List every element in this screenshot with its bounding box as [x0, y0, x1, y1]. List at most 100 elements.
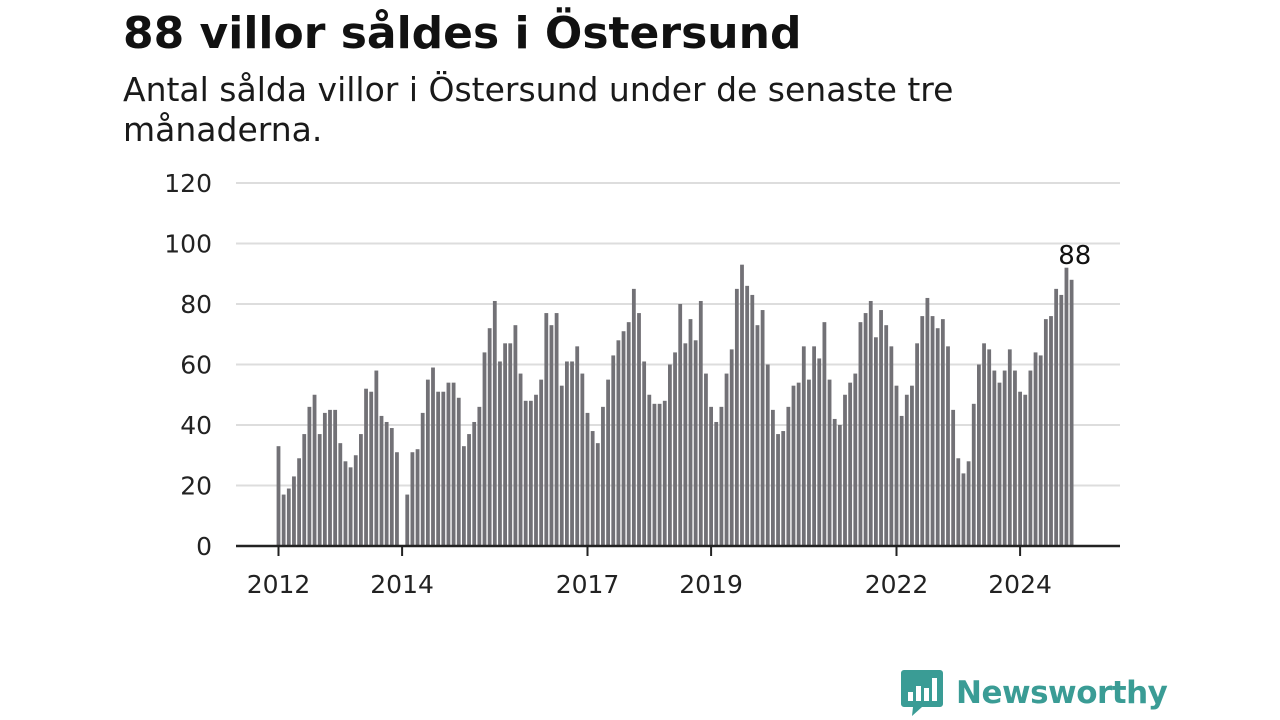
bar: [956, 458, 961, 546]
bar: [853, 373, 858, 546]
bar: [518, 373, 523, 546]
bar: [946, 346, 950, 546]
bar: [637, 313, 641, 546]
bar: [446, 382, 451, 546]
bar: [297, 458, 301, 546]
bar: [420, 412, 425, 546]
bar: [575, 346, 580, 546]
bar: [899, 415, 904, 546]
y-tick-label: 100: [164, 230, 212, 259]
bar: [410, 452, 415, 546]
bar: [920, 316, 925, 546]
bar: [451, 382, 456, 546]
bar: [348, 467, 353, 546]
bar: [286, 488, 291, 546]
bar: [364, 388, 368, 546]
bar: [647, 394, 652, 546]
bar: [688, 319, 693, 546]
bar: [595, 443, 600, 546]
x-tick-label: 2012: [247, 570, 311, 599]
bar: [482, 352, 487, 546]
bar: [544, 313, 549, 546]
bar: [771, 409, 775, 546]
bar: [889, 346, 894, 546]
bar: [523, 400, 528, 546]
bar: [714, 421, 719, 546]
bar: [307, 406, 312, 546]
bar: [796, 382, 801, 546]
bar: [884, 325, 889, 546]
bar: [904, 394, 909, 546]
bar: [879, 310, 883, 546]
y-tick-label: 0: [196, 532, 212, 561]
bar: [755, 325, 760, 546]
bar: [559, 385, 564, 546]
brand-name: Newsworthy: [956, 675, 1168, 711]
bar: [487, 328, 492, 546]
bar: [827, 379, 832, 546]
bar: [292, 476, 296, 546]
bar: [534, 394, 538, 546]
bar: [1054, 288, 1059, 546]
bar: [843, 394, 847, 546]
bar: [389, 428, 394, 546]
bar: [513, 325, 518, 546]
bar: [987, 349, 992, 546]
bar: [1064, 267, 1069, 546]
y-tick-label: 80: [180, 290, 212, 319]
newsworthy-logo-icon: [901, 670, 943, 716]
bar: [693, 340, 698, 546]
highlight-value-label: 88: [1058, 241, 1091, 271]
bar: [616, 340, 621, 546]
bar: [549, 325, 554, 546]
bar: [1023, 394, 1028, 546]
bar: [1038, 355, 1043, 546]
bar: [539, 379, 544, 546]
bar: [498, 361, 502, 546]
bar: [276, 446, 281, 546]
x-tick-label: 2014: [370, 570, 434, 599]
y-tick-label: 40: [180, 411, 212, 440]
bar: [379, 415, 384, 546]
bar: [992, 370, 997, 546]
bar: [425, 379, 430, 546]
bar: [477, 406, 482, 546]
bar: [312, 394, 317, 546]
bar: [626, 322, 631, 546]
bar: [462, 446, 466, 546]
bar: [734, 288, 739, 546]
bar: [405, 494, 410, 546]
bar: [585, 412, 590, 546]
bar: [966, 461, 971, 546]
bar: [858, 322, 863, 546]
chart-subtitle: Antal sålda villor i Östersund under de …: [123, 70, 954, 149]
bar: [760, 310, 765, 546]
bar: [930, 316, 935, 546]
bar: [441, 391, 446, 546]
bar: [1013, 370, 1017, 546]
bar: [606, 379, 610, 546]
bar: [338, 443, 343, 546]
bar: [1007, 349, 1012, 546]
bar: [709, 406, 713, 546]
chart-title: 88 villor såldes i Östersund: [123, 8, 802, 59]
bar: [554, 313, 559, 546]
bar: [683, 343, 688, 546]
bar: [874, 337, 878, 546]
bar: [791, 385, 796, 546]
bar: [750, 294, 755, 546]
bar: [333, 409, 338, 546]
bar: [657, 403, 662, 546]
bar: [508, 343, 513, 546]
bar: [765, 364, 770, 546]
bar: [415, 449, 420, 546]
bar-chart: 0 20 40 60 80 100 120 88 2012 2014 2017 2019 2022 202…: [164, 169, 1120, 599]
bar: [570, 361, 574, 546]
bar: [935, 328, 940, 546]
bar: [1002, 370, 1007, 546]
bar: [359, 434, 363, 546]
brand: Newsworthy: [900, 668, 1168, 718]
bar: [395, 452, 399, 546]
x-tick-label: 2019: [679, 570, 743, 599]
bar: [1018, 391, 1022, 546]
